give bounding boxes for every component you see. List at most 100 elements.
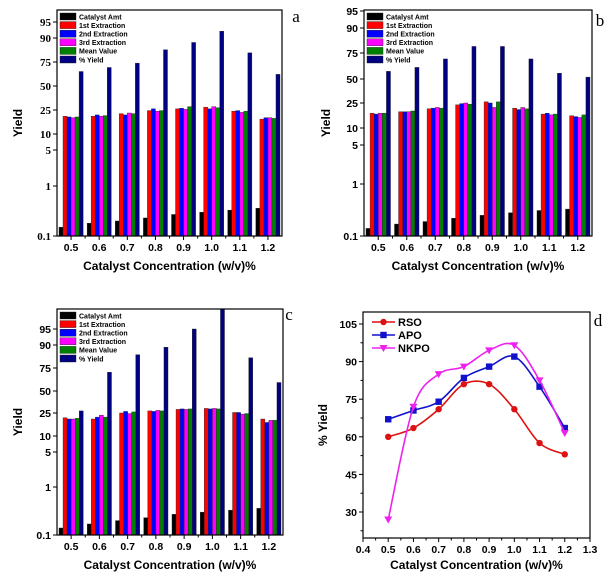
xtick-label-a: 0.6 [92,242,107,254]
xtick-label-c: 0.9 [177,541,192,553]
ytick-label-b: 0.1 [343,231,358,243]
ytick-label-c: 90 [39,340,51,352]
bar-c-0-6 [228,509,233,536]
bar-b-0-0 [365,228,371,237]
series-rso [385,380,568,458]
bar-c-4-0 [74,418,80,536]
bar-b-5-4 [500,46,505,237]
bar-c-1-0 [62,417,68,536]
bar-c-2-7 [264,422,270,536]
bar-b-1-0 [369,113,375,237]
bar-a-4-2 [131,113,136,237]
ytick-label-a: 1 [46,181,52,193]
bar-b-3-4 [492,107,497,237]
bar-b-4-4 [496,101,501,237]
legend-a: Catalyst Amt 1st Extraction 2nd Extraction… [59,12,128,64]
bar-b-3-5 [520,107,526,237]
marker-rso-5 [511,406,518,413]
bar-a-1-6 [231,110,236,237]
bar-b-5-7 [585,76,591,237]
bar-c-2-6 [236,412,241,536]
legend-swatch-a-5 [59,55,77,64]
bar-c-0-3 [143,517,148,536]
bar-b-4-2 [439,107,444,237]
bar-c-3-7 [268,420,274,536]
bar-c-4-7 [272,420,278,536]
legend-swatch-c-1 [59,320,77,328]
line-nkpo [387,342,566,520]
legend-label-d: NKPO [398,343,430,355]
legend-label-c: Catalyst Amt [79,313,122,320]
series-nkpo [384,342,569,524]
legend-swatch-c-4 [59,346,77,354]
ytick-label-b: 90 [346,23,358,35]
xtick-label-d: 1.0 [507,544,522,556]
marker-rso-7 [561,451,568,458]
series-apo [385,353,568,432]
bar-b-3-1 [406,111,412,237]
xtick-label-d: 0.4 [356,544,371,556]
bars-a [58,31,281,237]
marker-apo-3 [460,374,468,382]
bar-a-1-4 [175,108,180,237]
legend-label-c: Mean Value [79,348,117,355]
bar-a-3-5 [211,106,216,237]
bar-c-0-1 [87,523,92,536]
ytick-label-a: 10 [40,129,52,141]
bar-a-0-7 [255,208,261,237]
bar-b-5-5 [528,58,534,237]
legend-marker-1 [380,331,387,339]
bar-c-1-5 [204,408,209,536]
panel-a-chart: 0.1 1 5 10 25 50 75 90 95 0.5 0.6 0.7 0.8 0.9 1.0 1.1 1.… [11,7,300,273]
x-axis-title-d: Catalyst Concentration (w/v)% [390,558,563,572]
xtick-label-d: 1.3 [583,544,598,556]
legend-swatch-b-2 [366,30,384,38]
legend-label-b: 3rd Extraction [386,40,433,47]
marker-nkpo-3 [459,363,468,371]
bar-b-3-3 [463,102,469,237]
bar-a-5-0 [78,71,84,237]
bar-a-5-2 [135,62,140,237]
bar-b-1-7 [569,115,574,237]
xtick-label-d: 0.6 [406,544,421,556]
legend-label-b: 1st Extraction [386,23,432,30]
bar-c-3-2 [127,413,132,536]
bar-b-3-0 [378,113,383,237]
ytick-label-d: 60 [345,432,357,444]
marker-nkpo-2 [434,371,443,379]
bar-a-1-2 [119,113,124,237]
bars-b [365,46,591,237]
legend-label-a: 1st Extraction [79,23,125,30]
xtick-label-d: 0.9 [482,544,497,556]
legend-label-a: Catalyst Amt [79,14,122,21]
y-axis-title-d: % Yield [316,404,330,446]
bar-c-2-2 [123,411,128,536]
marker-apo-4 [485,363,493,370]
bar-a-0-0 [58,227,64,237]
bar-b-0-7 [565,208,570,237]
ytick-label-d: 30 [345,507,357,519]
bar-a-1-0 [62,116,68,237]
bar-c-4-2 [131,411,136,536]
x-axis-title-a: Catalyst Concentration (w/v)% [83,259,256,273]
bar-c-2-4 [179,408,185,536]
legend-marker-2 [379,345,388,352]
xtick-label-a: 0.9 [176,242,191,254]
bar-b-4-0 [382,113,387,237]
ytick-label-c: 10 [39,431,51,443]
ytick-label-c: 5 [45,447,51,459]
ytick-label-b: 75 [346,48,358,60]
ytick-label-b: 95 [346,6,358,18]
legend-swatch-b-3 [366,38,384,46]
bar-c-1-6 [232,412,237,536]
x-axis-title-b: Catalyst Concentration (w/v)% [392,259,565,273]
bar-c-5-0 [79,410,84,536]
bar-b-0-1 [394,223,399,237]
bar-c-0-2 [115,520,120,536]
bar-c-1-2 [119,412,124,536]
legend-swatch-a-4 [59,47,77,55]
bar-c-5-7 [276,382,282,536]
xtick-label-c: 0.7 [120,541,135,553]
marker-rso-4 [485,380,493,388]
marker-nkpo-1 [409,403,418,411]
